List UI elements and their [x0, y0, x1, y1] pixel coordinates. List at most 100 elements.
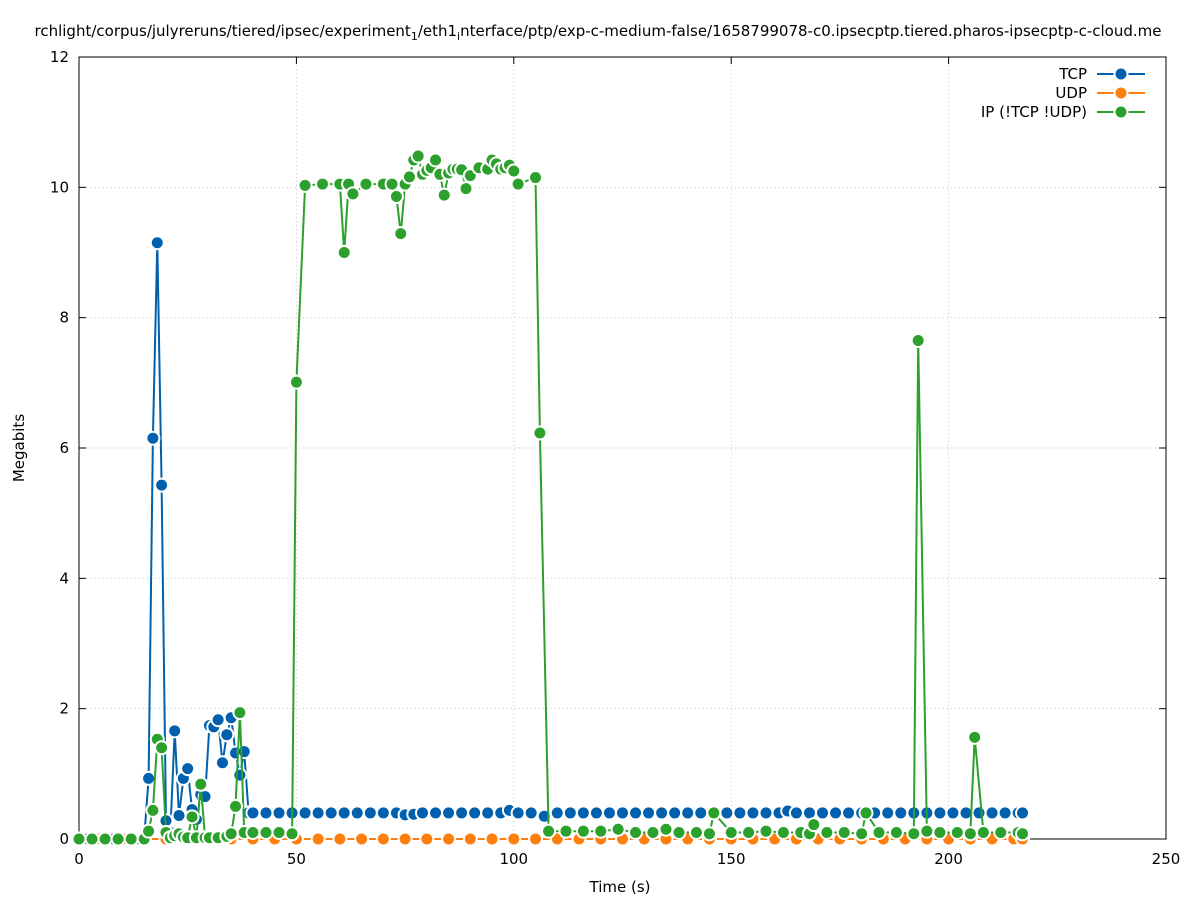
data-point: [932, 805, 948, 821]
grid-lines: [79, 57, 1166, 839]
data-point: [732, 805, 748, 821]
data-point: [419, 831, 435, 847]
data-point: [236, 744, 252, 760]
data-point: [245, 805, 261, 821]
data-point: [528, 170, 544, 186]
data-point: [706, 805, 722, 821]
data-point: [462, 831, 478, 847]
x-tick-label: 200: [934, 850, 963, 868]
data-point: [962, 826, 978, 842]
data-point: [523, 805, 539, 821]
data-point: [658, 821, 674, 837]
data-point: [288, 374, 304, 390]
data-point: [441, 805, 457, 821]
data-point: [180, 761, 196, 777]
data-point: [149, 235, 165, 251]
data-point: [932, 824, 948, 840]
data-point: [788, 805, 804, 821]
data-point: [719, 805, 735, 821]
legend-marker: [1113, 66, 1129, 82]
data-point: [575, 805, 591, 821]
y-tick-label: 0: [59, 830, 69, 848]
data-point: [375, 805, 391, 821]
data-point: [336, 245, 352, 260]
data-point: [945, 805, 961, 821]
data-point: [410, 148, 426, 164]
data-point: [758, 823, 774, 839]
data-point: [588, 805, 604, 821]
data-point: [693, 805, 709, 821]
data-point: [510, 805, 526, 821]
data-point: [506, 831, 522, 847]
data-point: [123, 831, 139, 847]
data-point: [428, 805, 444, 821]
data-point: [593, 823, 609, 839]
data-point: [97, 831, 113, 847]
data-point: [388, 188, 404, 204]
data-point: [880, 805, 896, 821]
data-point: [397, 831, 413, 847]
legend-label: TCP: [1058, 65, 1087, 83]
data-point: [645, 824, 661, 840]
data-point: [71, 831, 87, 847]
data-point: [949, 824, 965, 840]
x-tick-label: 250: [1152, 850, 1181, 868]
data-point: [336, 805, 352, 821]
series-1: [71, 235, 1031, 847]
data-point: [141, 770, 157, 786]
data-point: [806, 817, 822, 833]
data-point: [919, 823, 935, 839]
data-point: [615, 805, 630, 821]
y-tick-label: 4: [59, 569, 69, 587]
data-point: [628, 805, 644, 821]
data-point: [893, 805, 909, 821]
y-axis-label: Megabits: [10, 414, 28, 482]
data-point: [258, 824, 274, 840]
data-point: [232, 705, 248, 721]
data-point: [297, 177, 313, 193]
data-point: [245, 824, 261, 840]
data-point: [232, 767, 248, 783]
y-tick-label: 12: [50, 48, 69, 66]
x-tick-label: 0: [74, 850, 84, 868]
data-point: [210, 712, 226, 728]
data-point: [110, 831, 126, 847]
data-point: [310, 805, 326, 821]
data-point: [984, 805, 1000, 821]
data-point: [314, 176, 330, 192]
data-point: [671, 824, 687, 840]
data-point: [858, 805, 874, 821]
data-point: [688, 824, 704, 840]
data-point: [601, 805, 617, 821]
y-tick-label: 2: [59, 700, 69, 718]
data-point: [223, 826, 239, 842]
title-sub2: i: [457, 30, 460, 43]
data-point: [654, 805, 670, 821]
data-point: [828, 805, 844, 821]
legend-label: UDP: [1055, 84, 1087, 102]
data-point: [428, 152, 444, 168]
legend-marker: [1113, 104, 1129, 120]
data-point: [145, 430, 161, 446]
data-point: [349, 805, 365, 821]
plot-border: [78, 56, 1167, 840]
data-point: [680, 805, 696, 821]
data-point: [910, 332, 926, 348]
data-point: [284, 826, 300, 842]
data-point: [332, 831, 348, 847]
title-prefix: rchlight/corpus/julyreruns/tiered/ipsec/…: [35, 22, 411, 40]
data-point: [345, 186, 361, 202]
data-point: [384, 176, 400, 192]
data-point: [258, 805, 274, 821]
data-point: [667, 805, 683, 821]
y-tick-label: 6: [59, 439, 69, 457]
series-3: [71, 148, 1031, 847]
data-point: [145, 802, 161, 818]
data-point: [271, 824, 287, 840]
y-tick-label: 10: [50, 178, 69, 196]
data-point: [141, 823, 157, 839]
data-point: [375, 831, 391, 847]
data-point: [906, 826, 922, 842]
series-layer: [71, 148, 1031, 847]
